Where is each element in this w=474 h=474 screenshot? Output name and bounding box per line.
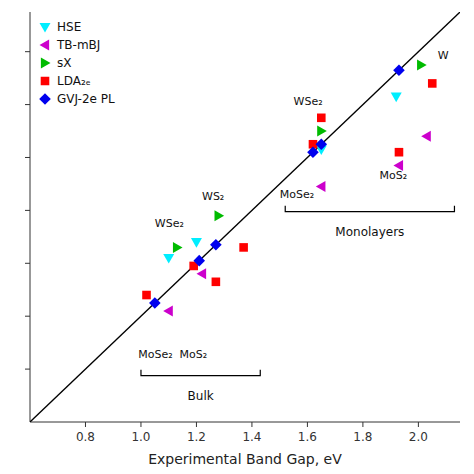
legend-marker xyxy=(40,23,51,33)
annotations: WSe₂ WS₂ WSe₂ MoSe₂ MoS₂ MoSe₂ MoS₂ W xyxy=(138,49,449,361)
point xyxy=(393,64,405,76)
point xyxy=(315,138,327,150)
legend-marker xyxy=(41,58,51,69)
y-axis-line xyxy=(30,12,31,422)
x-tick-label: 1.8 xyxy=(353,430,372,444)
brackets: Bulk Monolayers xyxy=(141,206,454,404)
x-tick-label: 1.6 xyxy=(298,430,317,444)
legend-label: GVJ-2e PL xyxy=(57,92,115,106)
bracket-label: Monolayers xyxy=(335,225,404,239)
point xyxy=(142,291,151,300)
annotation: W xyxy=(438,49,449,62)
y-tick xyxy=(25,210,30,211)
y-tick xyxy=(25,263,30,264)
x-tick-label: 1.2 xyxy=(187,430,206,444)
point xyxy=(193,255,205,267)
y-tick xyxy=(25,104,30,105)
legend-marker xyxy=(41,77,50,86)
point xyxy=(316,181,326,192)
bracket-label: Bulk xyxy=(188,389,214,403)
x-tick xyxy=(251,422,252,427)
bracket xyxy=(141,370,260,376)
y-tick xyxy=(25,51,30,52)
chart: 0.8 1.0 1.2 1.4 1.6 1.8 2.0 Experimental Band G… xyxy=(0,0,474,474)
point xyxy=(317,114,326,123)
x-axis-label: Experimental Band Gap, eV xyxy=(148,451,342,467)
bracket xyxy=(285,206,454,212)
point xyxy=(391,93,402,103)
x-tick xyxy=(196,422,197,427)
point xyxy=(149,297,161,309)
x-tick xyxy=(362,422,363,427)
page: {"chart_data": { "type": "scatter", "xla… xyxy=(0,0,474,474)
points xyxy=(142,59,436,316)
legend: HSE TB-mBJ sX LDA₂ₑ GVJ-2e PL xyxy=(39,20,115,106)
x-tick xyxy=(307,422,308,427)
point xyxy=(163,254,174,264)
x-axis-line xyxy=(30,422,460,423)
point xyxy=(191,238,202,248)
annotation: WS₂ xyxy=(202,190,224,203)
x-tick-label: 2.0 xyxy=(409,430,428,444)
axes: 0.8 1.0 1.2 1.4 1.6 1.8 2.0 xyxy=(25,12,460,444)
point xyxy=(163,305,173,316)
lines xyxy=(30,12,460,422)
annotation: WSe₂ xyxy=(294,95,323,108)
legend-marker xyxy=(39,93,51,105)
x-tick-label: 1.4 xyxy=(242,430,261,444)
x-tick xyxy=(85,422,86,427)
point xyxy=(215,210,225,221)
annotation: MoSe₂ MoS₂ xyxy=(138,348,207,361)
y-tick xyxy=(25,369,30,370)
legend-label: LDA₂ₑ xyxy=(57,74,91,88)
annotation: WSe₂ xyxy=(155,217,184,230)
point xyxy=(421,131,431,142)
point xyxy=(317,126,327,137)
annotation: MoSe₂ xyxy=(280,188,314,201)
point xyxy=(417,59,427,70)
point xyxy=(307,146,319,158)
point xyxy=(395,148,404,157)
annotation: MoS₂ xyxy=(380,169,408,182)
reference-line xyxy=(30,12,460,422)
legend-label: sX xyxy=(57,56,71,70)
legend-label: HSE xyxy=(57,20,81,34)
point xyxy=(173,242,183,253)
x-tick xyxy=(140,422,141,427)
x-tick-label: 1.0 xyxy=(131,430,150,444)
legend-marker xyxy=(40,40,50,51)
y-tick xyxy=(25,316,30,317)
point xyxy=(239,243,248,252)
point xyxy=(210,239,222,251)
x-tick-label: 0.8 xyxy=(76,430,95,444)
x-tick xyxy=(418,422,419,427)
plot-area xyxy=(30,12,460,422)
legend-label: TB-mBJ xyxy=(56,38,100,52)
point xyxy=(428,79,437,88)
y-tick xyxy=(25,157,30,158)
point xyxy=(212,278,221,287)
